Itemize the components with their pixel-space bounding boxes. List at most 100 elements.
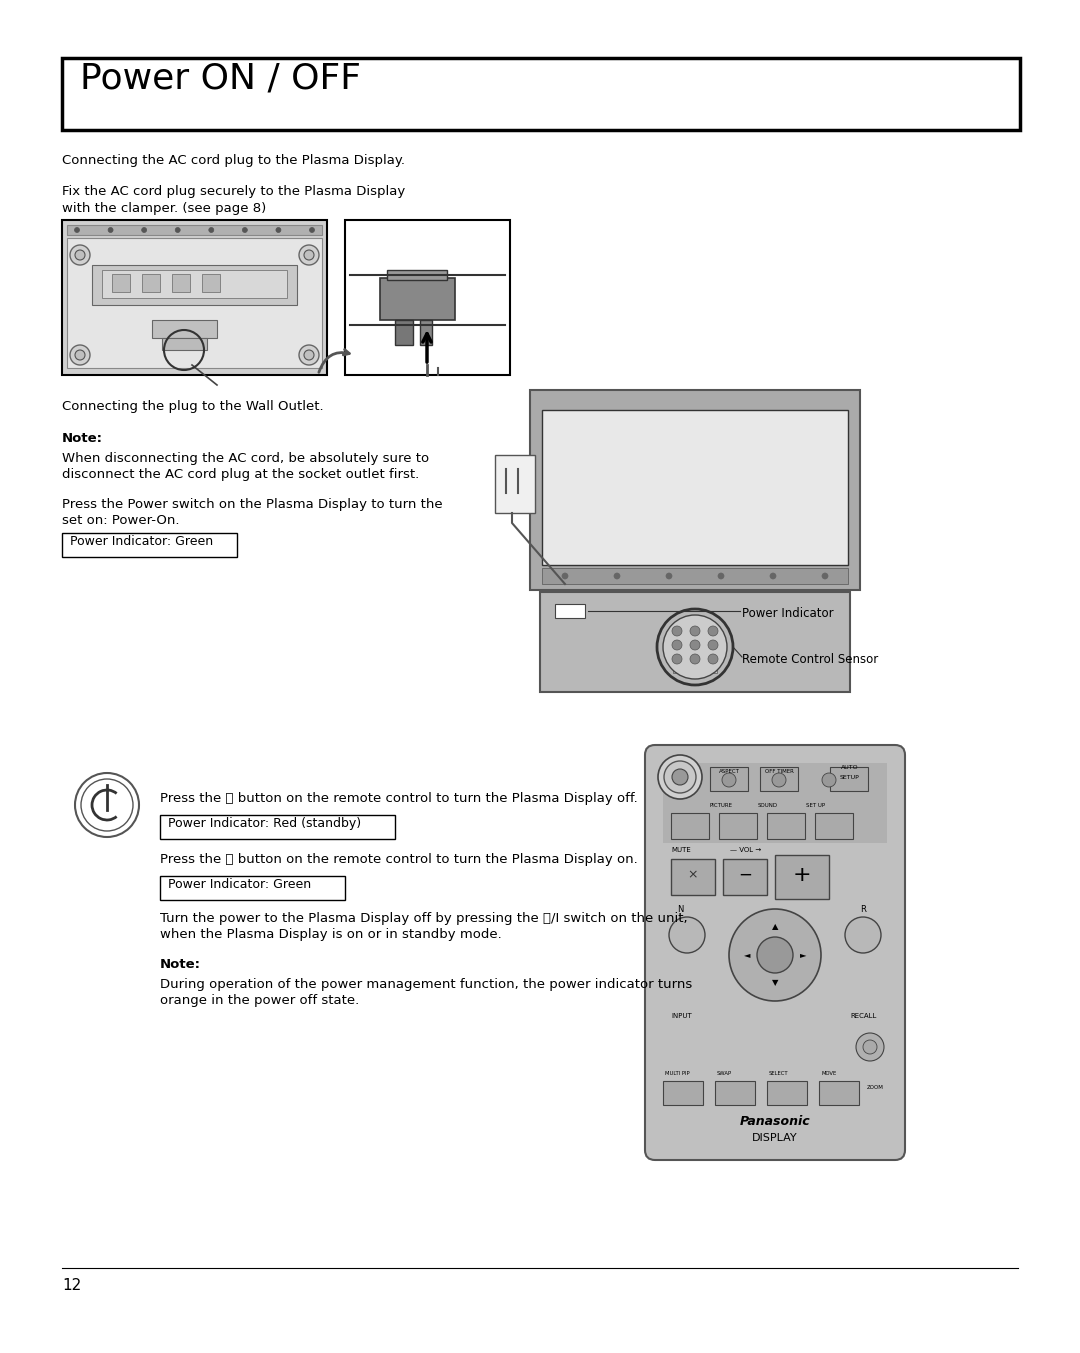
FancyBboxPatch shape	[542, 568, 848, 584]
Text: Remote Control Sensor: Remote Control Sensor	[742, 653, 878, 666]
FancyBboxPatch shape	[202, 275, 220, 292]
FancyBboxPatch shape	[831, 767, 868, 792]
Circle shape	[723, 773, 735, 787]
FancyBboxPatch shape	[540, 593, 850, 691]
Text: — VOL →: — VOL →	[730, 847, 761, 852]
FancyBboxPatch shape	[645, 746, 905, 1160]
Circle shape	[299, 345, 319, 365]
Text: when the Plasma Display is on or in standby mode.: when the Plasma Display is on or in stan…	[160, 928, 502, 940]
Text: MOVE: MOVE	[821, 1072, 836, 1076]
Circle shape	[275, 227, 281, 233]
Text: Press the Ⓟ button on the remote control to turn the Plasma Display on.: Press the Ⓟ button on the remote control…	[160, 852, 638, 866]
Circle shape	[70, 345, 90, 365]
Text: Connecting the plug to the Wall Outlet.: Connecting the plug to the Wall Outlet.	[62, 400, 324, 413]
FancyBboxPatch shape	[141, 275, 160, 292]
FancyBboxPatch shape	[815, 813, 853, 839]
Circle shape	[75, 350, 85, 360]
Text: SET UP: SET UP	[806, 802, 825, 808]
Circle shape	[615, 574, 620, 579]
Text: ◄: ◄	[744, 951, 751, 959]
Circle shape	[658, 755, 702, 800]
Circle shape	[303, 350, 314, 360]
FancyBboxPatch shape	[160, 815, 395, 839]
Circle shape	[299, 245, 319, 265]
Text: 12: 12	[62, 1279, 81, 1293]
Text: RECALL: RECALL	[850, 1013, 876, 1019]
FancyBboxPatch shape	[495, 455, 535, 513]
Text: SELECT: SELECT	[769, 1072, 788, 1076]
Circle shape	[108, 227, 113, 233]
Circle shape	[822, 773, 836, 787]
FancyBboxPatch shape	[710, 767, 748, 792]
Circle shape	[669, 917, 705, 953]
FancyBboxPatch shape	[162, 338, 207, 350]
Text: ▼: ▼	[772, 978, 779, 988]
Text: +: +	[793, 865, 811, 885]
Circle shape	[729, 909, 821, 1001]
Text: MULTI PIP: MULTI PIP	[665, 1072, 690, 1076]
FancyBboxPatch shape	[663, 1081, 703, 1105]
Text: Connecting the AC cord plug to the Plasma Display.: Connecting the AC cord plug to the Plasm…	[62, 154, 405, 166]
Text: INPUT: INPUT	[671, 1013, 692, 1019]
Text: Note:: Note:	[62, 432, 103, 445]
Text: R: R	[860, 905, 866, 915]
Circle shape	[708, 640, 718, 649]
Circle shape	[310, 227, 314, 233]
Text: Power Indicator: Green: Power Indicator: Green	[168, 878, 311, 892]
FancyBboxPatch shape	[102, 271, 287, 298]
Circle shape	[70, 245, 90, 265]
FancyBboxPatch shape	[542, 410, 848, 566]
FancyBboxPatch shape	[767, 1081, 807, 1105]
FancyBboxPatch shape	[395, 321, 413, 345]
Text: ×: ×	[688, 869, 699, 882]
FancyBboxPatch shape	[387, 271, 447, 280]
Circle shape	[863, 1040, 877, 1054]
Text: During operation of the power management function, the power indicator turns: During operation of the power management…	[160, 978, 692, 990]
Text: Fix the AC cord plug securely to the Plasma Display: Fix the AC cord plug securely to the Pla…	[62, 185, 405, 198]
Text: PICTURE: PICTURE	[710, 802, 733, 808]
FancyBboxPatch shape	[112, 275, 130, 292]
Circle shape	[141, 227, 147, 233]
Text: Power Indicator: Red (standby): Power Indicator: Red (standby)	[168, 817, 361, 829]
FancyBboxPatch shape	[723, 859, 767, 894]
Circle shape	[562, 574, 568, 579]
FancyBboxPatch shape	[760, 767, 798, 792]
FancyBboxPatch shape	[67, 225, 322, 235]
FancyBboxPatch shape	[160, 875, 345, 900]
Circle shape	[718, 574, 724, 579]
Circle shape	[856, 1032, 885, 1061]
Text: with the clamper. (see page 8): with the clamper. (see page 8)	[62, 202, 267, 215]
Circle shape	[672, 640, 681, 649]
FancyBboxPatch shape	[345, 221, 510, 375]
FancyBboxPatch shape	[152, 321, 217, 338]
Circle shape	[75, 250, 85, 260]
Circle shape	[208, 227, 214, 233]
FancyBboxPatch shape	[92, 265, 297, 304]
Text: SWAP: SWAP	[717, 1072, 732, 1076]
Circle shape	[708, 626, 718, 636]
Circle shape	[242, 227, 247, 233]
FancyBboxPatch shape	[719, 813, 757, 839]
Circle shape	[672, 653, 681, 664]
FancyBboxPatch shape	[819, 1081, 859, 1105]
FancyBboxPatch shape	[62, 58, 1020, 130]
Circle shape	[690, 653, 700, 664]
Circle shape	[772, 773, 786, 787]
Text: DISPLAY: DISPLAY	[752, 1132, 798, 1143]
Text: Press the Ⓟ button on the remote control to turn the Plasma Display off.: Press the Ⓟ button on the remote control…	[160, 792, 638, 805]
Text: SETUP: SETUP	[840, 775, 860, 779]
Circle shape	[822, 574, 828, 579]
Text: Panasonic: Panasonic	[740, 1115, 810, 1128]
FancyBboxPatch shape	[67, 238, 322, 368]
Text: When disconnecting the AC cord, be absolutely sure to: When disconnecting the AC cord, be absol…	[62, 452, 429, 465]
FancyBboxPatch shape	[767, 813, 805, 839]
Text: SOUND: SOUND	[758, 802, 778, 808]
Circle shape	[75, 227, 80, 233]
Text: N: N	[677, 905, 684, 915]
Text: Press the Power switch on the Plasma Display to turn the: Press the Power switch on the Plasma Dis…	[62, 498, 443, 511]
Text: MUTE: MUTE	[671, 847, 691, 852]
Text: ASPECT: ASPECT	[718, 769, 740, 774]
Text: OFF TIMER: OFF TIMER	[765, 769, 794, 774]
FancyBboxPatch shape	[673, 658, 717, 672]
FancyBboxPatch shape	[172, 275, 190, 292]
